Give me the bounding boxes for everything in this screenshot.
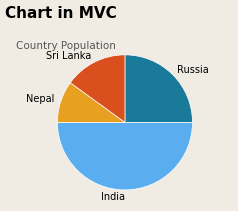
Wedge shape [57, 122, 193, 190]
Text: Chart in MVC: Chart in MVC [5, 6, 117, 21]
Wedge shape [125, 55, 193, 122]
Wedge shape [57, 83, 125, 122]
Wedge shape [70, 55, 125, 122]
Text: Country Population: Country Population [16, 41, 116, 51]
Text: India: India [101, 192, 125, 202]
Text: Russia: Russia [178, 65, 209, 75]
Text: Nepal: Nepal [26, 95, 54, 104]
Text: Sri Lanka: Sri Lanka [46, 51, 91, 61]
